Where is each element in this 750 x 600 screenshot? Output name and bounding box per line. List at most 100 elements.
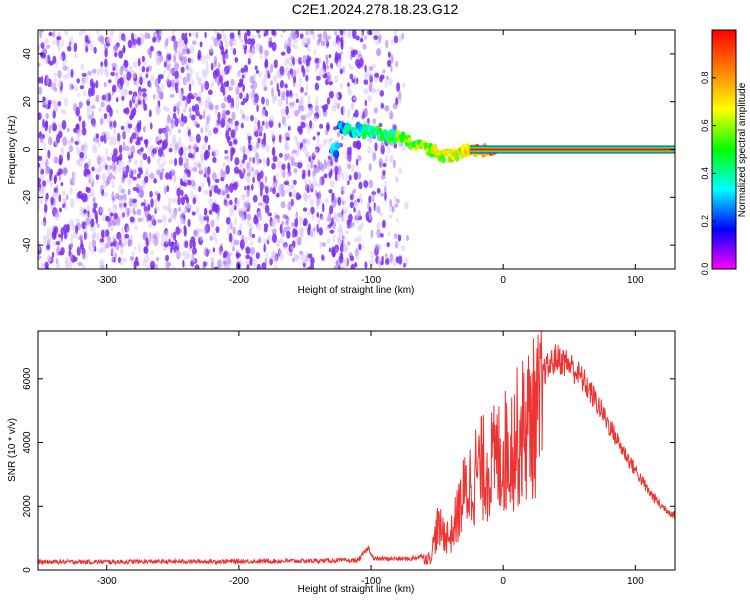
noise-cell [179,56,184,62]
noise-cell [223,201,229,207]
noise-cell [127,39,133,49]
noise-cell [205,101,209,110]
noise-cell [84,41,90,48]
noise-cell [183,172,188,182]
noise-cell [203,207,208,216]
noise-cell [379,161,383,169]
noise-cell [170,241,175,246]
noise-cell [401,145,406,151]
noise-cell [302,169,306,177]
noise-cell [293,58,299,64]
noise-cell [104,58,108,68]
y-tick-label: -40 [22,237,33,252]
noise-cell [303,145,308,154]
noise-cell [335,259,341,268]
noise-cell [252,194,258,203]
noise-cell [349,65,354,71]
noise-cell [357,172,362,180]
noise-cell [45,151,49,162]
noise-cell [300,105,305,112]
noise-cell [197,110,201,117]
x-tick-label: -300 [97,275,117,286]
noise-cell [178,147,184,157]
noise-cell [386,242,391,248]
noise-cell [129,216,135,223]
noise-cell [206,115,210,125]
noise-cell [147,33,151,40]
noise-cell [169,159,174,165]
noise-cell [348,89,352,96]
noise-cell [158,30,164,37]
noise-cell [364,70,367,80]
noise-cell [86,231,89,240]
noise-cell [358,53,363,59]
noise-cell [379,90,385,97]
noise-cell [181,48,187,55]
noise-cell [40,42,45,49]
noise-cell [157,193,161,202]
x-tick-label: 100 [627,576,644,587]
x-tick-label: 0 [500,275,506,286]
noise-cell [304,91,308,96]
noise-cell [173,62,180,71]
noise-cell [119,260,123,266]
noise-cell [134,225,138,231]
noise-cell [118,50,124,59]
noise-cell [375,40,379,46]
noise-cell [120,125,125,130]
noise-cell [192,151,196,160]
noise-cell [138,243,141,254]
noise-cell [312,150,315,157]
noise-cell [316,212,319,218]
noise-cell [226,80,230,88]
noise-cell [364,64,367,73]
noise-cell [150,198,154,208]
noise-cell [87,70,92,76]
noise-cell [52,30,56,38]
noise-cell [166,263,170,268]
noise-cell [304,193,309,203]
noise-cell [122,131,127,139]
noise-cell [284,83,288,89]
noise-cell [203,216,207,221]
noise-cell [382,69,386,74]
noise-cell [109,30,114,37]
noise-cell [104,71,110,78]
noise-cell [143,125,146,133]
noise-cell [60,147,64,152]
noise-cell [137,99,142,105]
noise-cell [347,241,351,246]
noise-cell [202,72,207,79]
noise-cell [389,110,393,120]
noise-cell [245,254,251,260]
noise-cell [227,64,232,71]
noise-cell [99,117,104,126]
noise-cell [247,219,251,228]
noise-cell [398,90,402,101]
noise-cell [198,186,202,193]
noise-cell [131,108,136,119]
noise-cell [180,91,184,100]
noise-cell [364,35,367,40]
noise-cell [222,34,228,42]
noise-cell [339,244,344,253]
noise-cell [118,144,123,154]
noise-cell [84,224,88,234]
noise-cell [140,136,143,141]
noise-cell [53,72,57,77]
noise-cell [91,121,97,128]
noise-cell [86,111,90,120]
noise-cell [213,127,219,134]
y-tick-label: 40 [22,48,33,60]
noise-cell [124,207,128,213]
noise-cell [214,109,219,115]
noise-cell [165,78,171,84]
noise-cell [101,172,107,183]
noise-cell [127,237,131,248]
noise-cell [320,216,326,221]
noise-cell [347,111,350,119]
noise-cell [187,57,192,63]
noise-cell [235,230,240,237]
noise-cell [144,32,149,40]
